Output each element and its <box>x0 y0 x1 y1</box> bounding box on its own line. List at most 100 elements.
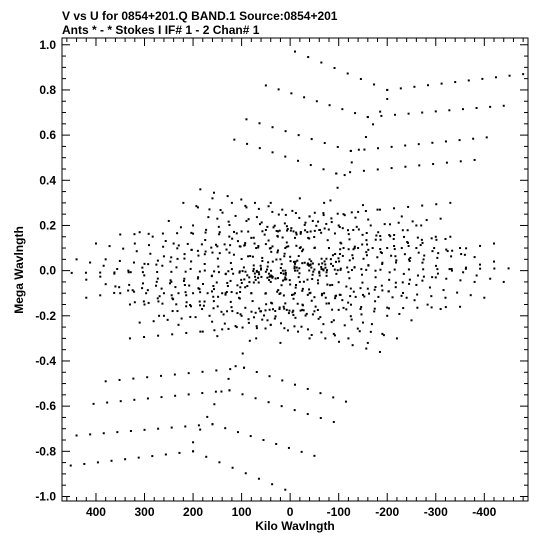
uv-point <box>264 309 267 312</box>
uv-point <box>350 161 353 164</box>
uv-point <box>297 255 300 258</box>
uv-point <box>322 214 325 217</box>
uv-point <box>216 305 219 308</box>
uv-point <box>399 87 402 90</box>
uv-point <box>349 287 352 290</box>
uv-point <box>260 275 263 278</box>
x-tick-label: -400 <box>472 505 496 519</box>
uv-point <box>337 281 340 284</box>
uv-point <box>325 222 328 225</box>
uv-point <box>327 302 330 305</box>
uv-point <box>336 212 339 215</box>
uv-point <box>127 271 130 274</box>
uv-point <box>271 308 274 311</box>
uv-point <box>290 227 293 230</box>
uv-point <box>283 307 286 310</box>
uv-point <box>405 296 408 299</box>
uv-point <box>220 390 223 393</box>
uv-point <box>374 286 377 289</box>
uv-point <box>284 488 287 491</box>
uv-point <box>281 236 284 239</box>
uv-point <box>393 268 396 271</box>
uv-point <box>454 81 457 84</box>
uv-point <box>502 104 505 107</box>
uv-point <box>343 214 346 217</box>
uv-point <box>225 291 228 294</box>
uv-point <box>320 61 323 64</box>
uv-point <box>318 270 321 273</box>
uv-point <box>279 322 282 325</box>
uv-point <box>271 302 274 305</box>
uv-point <box>323 292 326 295</box>
uv-point <box>172 242 175 245</box>
uv-point <box>472 137 475 140</box>
uv-point <box>313 229 316 232</box>
uv-point <box>279 341 282 344</box>
uv-point <box>216 217 219 220</box>
uv-point <box>270 274 273 277</box>
uv-point <box>421 241 424 244</box>
uv-point <box>306 387 309 390</box>
uv-point <box>271 245 274 248</box>
uv-point <box>448 109 451 112</box>
uv-point <box>306 278 309 281</box>
uv-point <box>183 257 186 260</box>
uv-point <box>217 295 220 298</box>
uv-point <box>142 300 145 303</box>
uv-point <box>323 227 326 230</box>
uv-point <box>287 245 290 248</box>
uv-point <box>353 247 356 250</box>
uv-point <box>275 229 278 232</box>
uv-point <box>231 310 234 313</box>
uv-point <box>408 282 411 285</box>
uv-point <box>320 257 323 260</box>
uv-point <box>281 379 284 382</box>
uv-point <box>253 272 256 275</box>
uv-point <box>362 169 365 172</box>
uv-point <box>393 244 396 247</box>
uv-point <box>301 308 304 311</box>
uv-point <box>305 312 308 315</box>
uv-point <box>269 247 272 250</box>
uv-point <box>234 214 237 217</box>
uv-point <box>155 284 158 287</box>
uv-point <box>266 268 269 271</box>
uv-point <box>192 232 195 235</box>
uv-point <box>113 272 116 275</box>
uv-point <box>284 269 287 272</box>
uv-point <box>297 134 300 137</box>
uv-point <box>408 259 411 262</box>
uv-point <box>156 259 159 262</box>
uv-point <box>199 291 202 294</box>
uv-point <box>435 264 438 267</box>
uv-point <box>352 248 355 251</box>
uv-point <box>435 203 438 206</box>
uv-point <box>295 266 298 269</box>
uv-point <box>128 337 131 340</box>
uv-point <box>434 276 437 279</box>
y-axis-label: Mega Wavlngth <box>12 226 26 314</box>
uv-point <box>118 286 121 289</box>
uv-point <box>133 242 136 245</box>
uv-point <box>133 233 136 236</box>
uv-point <box>298 267 301 270</box>
uv-point <box>393 233 396 236</box>
uv-point <box>319 392 322 395</box>
uv-point <box>224 293 227 296</box>
uv-point <box>398 312 401 315</box>
uv-point <box>280 284 283 287</box>
uv-point <box>293 265 296 268</box>
uv-point <box>388 271 391 274</box>
uv-point <box>294 286 297 289</box>
uv-point <box>162 292 165 295</box>
uv-point <box>317 282 320 285</box>
uv-point <box>199 330 202 333</box>
uv-point <box>374 276 377 279</box>
uv-point <box>85 278 88 281</box>
uv-point <box>450 269 453 272</box>
uv-point <box>313 247 316 250</box>
uv-point <box>348 277 351 280</box>
uv-point <box>185 301 188 304</box>
uv-point <box>467 79 470 82</box>
uv-point <box>481 77 484 80</box>
